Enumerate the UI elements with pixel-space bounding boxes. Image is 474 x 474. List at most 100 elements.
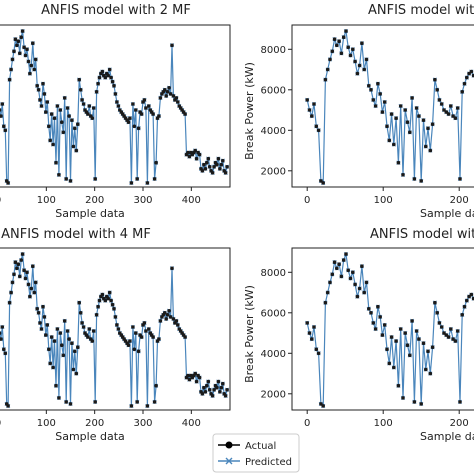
actual-point: [332, 260, 337, 265]
actual-point: [223, 394, 228, 398]
actual-point: [373, 104, 378, 108]
actual-point: [97, 75, 102, 80]
actual-point: [380, 333, 385, 337]
actual-point: [187, 154, 192, 159]
actual-point: [453, 339, 458, 343]
actual-series: [0, 29, 229, 185]
actual-point: [341, 258, 346, 262]
y-axis-ticks: 2000 4000 6000 8000: [261, 45, 292, 177]
legend: Actual Predicted: [212, 433, 300, 473]
actual-point: [126, 120, 131, 124]
actual-point: [129, 181, 134, 185]
predicted-line: [0, 30, 228, 185]
actual-point: [203, 167, 208, 171]
actual-point: [316, 128, 321, 133]
actual-point: [328, 280, 332, 285]
actual-point: [194, 379, 199, 384]
actual-point: [7, 77, 12, 82]
actual-point: [305, 98, 310, 102]
actual-point: [47, 124, 51, 129]
plot-frame: [291, 24, 474, 188]
actual-point: [176, 100, 180, 104]
subplot-bottom-left: ANFIS model with 4 MF 0 100 200 300 400 Samp…: [0, 227, 231, 443]
actual-point: [408, 353, 412, 358]
actual-point: [132, 124, 137, 129]
actual-point: [49, 335, 54, 339]
actual-point: [417, 114, 421, 118]
actual-point: [25, 47, 29, 52]
actual-point: [335, 43, 339, 48]
actual-point: [61, 353, 66, 358]
actual-point: [157, 337, 161, 341]
actual-point: [210, 394, 215, 398]
actual-point: [212, 388, 216, 392]
x-axis-ticks: 0 100 200 300 400: [0, 187, 201, 206]
actual-point: [3, 128, 8, 133]
actual-point: [68, 402, 73, 406]
actual-point: [314, 124, 319, 129]
actual-point: [38, 321, 42, 325]
actual-point: [410, 319, 414, 323]
actual-point: [26, 282, 31, 287]
actual-point: [26, 59, 31, 64]
actual-point: [42, 92, 47, 96]
actual-point: [335, 266, 339, 271]
actual-point: [73, 349, 77, 354]
actual-point: [23, 53, 28, 58]
actual-point: [100, 292, 105, 297]
actual-point: [20, 252, 25, 256]
actual-point: [22, 268, 26, 273]
actual-point: [392, 365, 396, 370]
actual-point: [218, 167, 222, 171]
actual-point: [35, 84, 39, 88]
actual-point: [385, 347, 389, 352]
y-axis-ticks: 2000 4000 6000 8000: [261, 268, 292, 400]
actual-point: [142, 98, 147, 102]
actual-point: [219, 162, 224, 167]
actual-point: [55, 327, 60, 331]
actual-point: [205, 383, 209, 388]
actual-point: [207, 165, 212, 169]
actual-point: [3, 351, 8, 356]
actual-point: [74, 148, 79, 153]
actual-point: [48, 138, 52, 143]
actual-point: [15, 43, 19, 48]
actual-point: [9, 290, 13, 295]
actual-point: [389, 335, 394, 339]
actual-point: [10, 280, 15, 285]
actual-point: [107, 290, 112, 295]
x-axis-label: Sample data: [55, 207, 125, 220]
actual-point: [323, 77, 328, 82]
actual-point: [109, 298, 113, 303]
actual-point: [65, 329, 70, 333]
actual-point: [163, 88, 167, 92]
actual-point: [167, 86, 171, 90]
actual-point: [316, 351, 321, 356]
actual-point: [194, 156, 199, 161]
actual-point: [186, 373, 190, 378]
actual-point: [462, 81, 467, 86]
actual-point: [134, 331, 138, 335]
actual-point: [68, 179, 73, 183]
actual-point: [428, 148, 433, 153]
actual-point: [412, 177, 417, 181]
actual-point: [0, 325, 5, 329]
actual-point: [307, 108, 312, 112]
y-tick-label: 2000: [261, 166, 286, 177]
x-axis-ticks: 0 100 200: [304, 410, 469, 429]
actual-point: [360, 41, 364, 45]
actual-point: [81, 325, 86, 329]
actual-point: [376, 304, 380, 309]
actual-point: [353, 282, 357, 287]
x-tick-label: 200: [450, 195, 469, 206]
actual-point: [33, 280, 38, 285]
actual-point: [312, 325, 316, 329]
actual-point: [96, 304, 100, 309]
x-tick-label: 0: [0, 195, 1, 206]
actual-point: [401, 173, 405, 177]
actual-point: [78, 88, 83, 92]
actual-point: [39, 104, 44, 108]
actual-point: [110, 79, 115, 84]
actual-point: [147, 327, 151, 331]
